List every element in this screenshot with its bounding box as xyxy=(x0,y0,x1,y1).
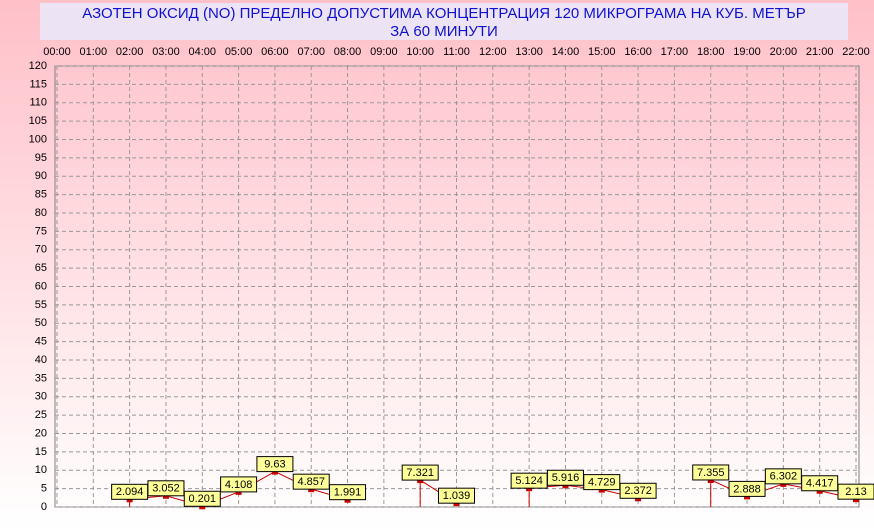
data-label: 2.888 xyxy=(733,483,761,495)
label-box xyxy=(438,487,475,504)
label-box xyxy=(801,475,839,492)
y-tick-label: 95 xyxy=(35,152,47,164)
label-box xyxy=(220,476,258,493)
label-box xyxy=(583,474,621,491)
x-tick-label: 05:00 xyxy=(225,46,253,58)
label-box xyxy=(147,480,185,497)
data-label: 5.916 xyxy=(552,472,580,484)
x-tick-label: 03:00 xyxy=(152,46,180,58)
x-tick-label: 10:00 xyxy=(406,46,434,58)
label-box xyxy=(183,490,221,507)
data-label: 4.108 xyxy=(225,479,253,491)
x-tick-label: 04:00 xyxy=(189,46,217,58)
y-tick-label: 90 xyxy=(35,170,47,182)
x-tick-label: 17:00 xyxy=(661,46,689,58)
x-tick-label: 21:00 xyxy=(806,46,834,58)
y-tick-label: 115 xyxy=(29,78,47,90)
y-tick-label: 50 xyxy=(35,317,47,329)
x-tick-label: 15:00 xyxy=(588,46,616,58)
x-tick-label: 14:00 xyxy=(552,46,580,58)
data-label: 4.417 xyxy=(806,478,834,490)
data-label: 4.729 xyxy=(588,477,616,489)
data-label: 3.052 xyxy=(152,483,180,495)
x-tick-label: 11:00 xyxy=(443,46,470,58)
x-tick-label: 08:00 xyxy=(334,46,362,58)
x-tick-label: 20:00 xyxy=(770,46,798,58)
data-label: 9.63 xyxy=(264,459,285,471)
y-tick-label: 70 xyxy=(35,244,47,256)
label-box xyxy=(692,464,730,481)
x-tick-label: 12:00 xyxy=(479,46,507,58)
y-tick-label: 0 xyxy=(41,501,47,513)
y-tick-label: 15 xyxy=(35,446,47,458)
x-tick-label: 16:00 xyxy=(624,46,652,58)
y-tick-label: 30 xyxy=(35,391,47,403)
x-tick-label: 22:00 xyxy=(842,46,870,58)
y-tick-label: 100 xyxy=(29,133,47,145)
x-tick-label: 07:00 xyxy=(297,46,325,58)
title-box xyxy=(40,3,848,40)
y-tick-label: 110 xyxy=(29,97,47,109)
data-label: 6.302 xyxy=(770,471,798,483)
y-tick-label: 120 xyxy=(29,60,47,72)
label-box xyxy=(619,482,657,499)
y-tick-label: 5 xyxy=(41,483,47,495)
data-label: 5.124 xyxy=(515,475,543,487)
x-tick-label: 18:00 xyxy=(697,46,725,58)
data-label: 4.857 xyxy=(297,476,325,488)
x-tick-label: 02:00 xyxy=(116,46,144,58)
label-box xyxy=(837,483,874,500)
y-tick-label: 75 xyxy=(35,225,47,237)
y-tick-label: 80 xyxy=(35,207,47,219)
y-tick-label: 85 xyxy=(35,189,47,201)
data-label: 2.094 xyxy=(116,486,144,498)
y-tick-label: 35 xyxy=(35,372,47,384)
y-tick-label: 105 xyxy=(29,115,47,127)
y-tick-label: 25 xyxy=(35,409,47,421)
x-tick-label: 13:00 xyxy=(515,46,543,58)
data-label: 7.321 xyxy=(406,467,434,479)
data-label: 1.039 xyxy=(443,490,471,502)
x-tick-label: 01:00 xyxy=(80,46,108,58)
x-tick-label: 00:00 xyxy=(43,46,71,58)
y-tick-label: 10 xyxy=(35,464,47,476)
y-tick-label: 40 xyxy=(35,354,47,366)
data-label: 2.13 xyxy=(845,486,866,498)
label-box xyxy=(728,480,766,497)
y-tick-label: 45 xyxy=(35,336,47,348)
label-box xyxy=(401,464,439,481)
y-tick-label: 55 xyxy=(35,299,47,311)
chart-subtitle: ЗА 60 МИНУТИ xyxy=(390,23,498,40)
y-tick-label: 20 xyxy=(35,427,47,439)
x-tick-label: 19:00 xyxy=(733,46,761,58)
data-label: 1.991 xyxy=(334,487,362,499)
data-label: 2.372 xyxy=(624,485,652,497)
data-label: 0.201 xyxy=(189,493,217,505)
data-label: 7.355 xyxy=(697,467,725,479)
y-tick-label: 60 xyxy=(35,280,47,292)
x-tick-label: 09:00 xyxy=(370,46,398,58)
x-tick-label: 06:00 xyxy=(261,46,289,58)
chart-title: АЗОТЕН ОКСИД (NO) ПРЕДЕЛНО ДОПУСТИМА КОН… xyxy=(82,5,806,22)
label-box xyxy=(329,484,367,501)
label-box xyxy=(256,456,294,473)
label-box xyxy=(292,473,330,490)
y-tick-label: 65 xyxy=(35,262,47,274)
